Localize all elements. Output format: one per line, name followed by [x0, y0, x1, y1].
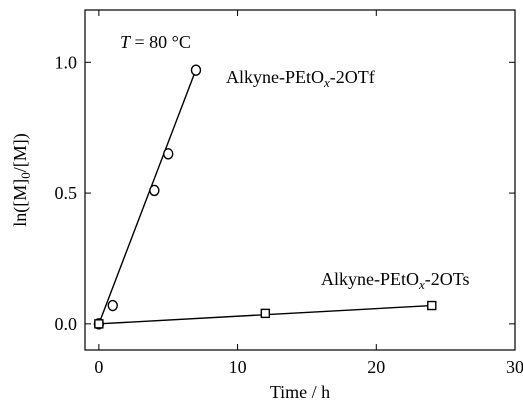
- series-label-ots-x: x: [418, 277, 425, 292]
- data-markers: [93, 64, 437, 330]
- x-tick-label: 10: [229, 357, 247, 377]
- y-tick-label: 1.0: [55, 52, 78, 72]
- x-tick-label: 30: [506, 357, 523, 377]
- y-axis-label-sub: 0: [18, 172, 33, 179]
- series-label-ots-pre: Alkyne-PEtO: [321, 269, 419, 289]
- axis-ticks: 0 10 20 30 0.0 0.5 1.0: [55, 10, 523, 377]
- series-label-ots-post: -2OTs: [425, 269, 470, 289]
- series-label-otf: Alkyne-PEtOx-2OTf: [226, 67, 375, 90]
- plot-frame: [84, 9, 516, 351]
- y-axis-label: ln([M]0/[M]): [10, 133, 33, 227]
- x-axis-label: Time / h: [270, 382, 330, 402]
- temperature-annotation: T = 80 °C: [120, 32, 191, 52]
- temperature-variable: T: [120, 32, 132, 52]
- data-point-circle: [163, 148, 174, 160]
- data-point-circle: [190, 64, 202, 76]
- y-axis-label-pre: ln([M]: [10, 179, 31, 227]
- data-point-square: [427, 300, 437, 311]
- series-label-ots: Alkyne-PEtOx-2OTs: [321, 269, 470, 292]
- x-tick-label: 20: [367, 357, 385, 377]
- y-tick-label: 0.0: [55, 314, 78, 334]
- data-point-square: [94, 319, 104, 329]
- x-tick-label: 0: [94, 357, 103, 377]
- y-axis-label-post: /[M]): [10, 133, 31, 172]
- series-label-otf-x: x: [323, 75, 330, 90]
- data-point-circle: [107, 299, 118, 312]
- data-point-square: [260, 308, 271, 319]
- temperature-value: = 80 °C: [130, 32, 191, 52]
- series-label-otf-post: -2OTf: [330, 67, 375, 87]
- fit-line-series-0: [98, 69, 197, 325]
- data-point-circle: [149, 184, 160, 197]
- series-label-otf-pre: Alkyne-PEtO: [226, 67, 324, 87]
- y-tick-label: 0.5: [55, 183, 78, 203]
